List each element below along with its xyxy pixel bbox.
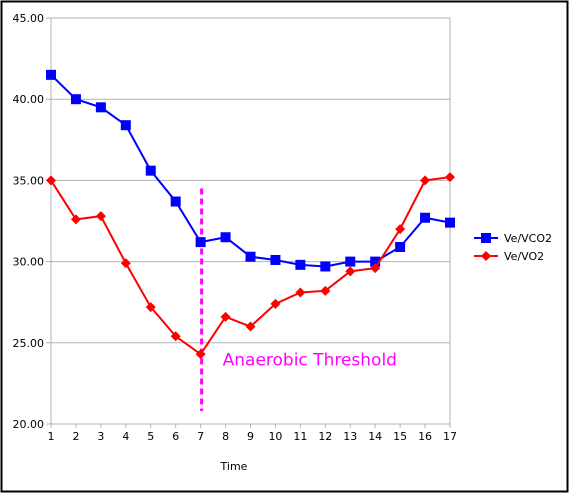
data-point-ve-vco2 — [395, 241, 406, 252]
x-axis-label: Time — [220, 460, 248, 473]
data-point-ve-vo2 — [46, 175, 56, 186]
data-point-ve-vco2 — [420, 212, 431, 223]
data-point-ve-vo2 — [445, 172, 455, 183]
data-point-ve-vo2 — [195, 349, 206, 360]
data-point-ve-vco2 — [370, 256, 381, 267]
y-tick-label: 25.00 — [13, 337, 45, 350]
data-point-ve-vo2 — [70, 214, 81, 225]
x-tick-label: 2 — [72, 430, 79, 443]
x-tick-label: 7 — [197, 430, 204, 443]
legend: Ve/VCO2 Ve/VO2 — [474, 232, 552, 263]
data-point-ve-vco2 — [295, 259, 306, 270]
y-tick-label: 35.00 — [13, 174, 45, 187]
data-point-ve-vo2 — [220, 311, 231, 322]
data-point-ve-vco2 — [345, 256, 356, 267]
x-tick-label: 1 — [48, 430, 55, 443]
threshold-label: Anaerobic Threshold — [223, 351, 397, 371]
y-tick-label: 40.00 — [13, 93, 45, 106]
data-point-ve-vco2 — [445, 217, 455, 228]
legend-label: Ve/VO2 — [504, 250, 544, 263]
data-point-ve-vo2 — [145, 302, 156, 313]
data-point-ve-vco2 — [320, 261, 331, 272]
data-point-ve-vco2 — [195, 237, 206, 248]
y-tick-label: 30.00 — [13, 256, 45, 269]
legend-marker — [481, 251, 491, 261]
legend-marker — [481, 233, 491, 243]
data-point-ve-vco2 — [120, 120, 131, 131]
x-tick-label: 10 — [268, 430, 282, 443]
x-tick-label: 8 — [222, 430, 229, 443]
y-tick-label: 45.00 — [13, 12, 45, 25]
x-tick-label: 4 — [122, 430, 129, 443]
x-tick-label: 14 — [368, 430, 382, 443]
legend-label: Ve/VCO2 — [504, 232, 552, 245]
data-point-ve-vco2 — [70, 94, 81, 105]
x-tick-label: 3 — [97, 430, 104, 443]
data-point-ve-vo2 — [420, 175, 431, 186]
x-tick-label: 17 — [443, 430, 457, 443]
data-point-ve-vo2 — [295, 287, 306, 298]
series-layer — [46, 69, 455, 360]
data-point-ve-vo2 — [320, 285, 331, 296]
data-point-ve-vo2 — [95, 211, 106, 222]
data-point-ve-vco2 — [145, 165, 156, 176]
data-point-ve-vo2 — [120, 258, 131, 269]
y-tick-label: 20.00 — [13, 418, 45, 431]
data-point-ve-vco2 — [220, 232, 231, 243]
data-point-ve-vco2 — [95, 102, 106, 113]
x-tick-label: 6 — [172, 430, 179, 443]
y-axis-ticks: 20.00 25.00 30.00 35.00 40.00 45.00 — [13, 12, 51, 431]
data-point-ve-vco2 — [170, 196, 181, 207]
data-point-ve-vco2 — [270, 254, 281, 265]
data-point-ve-vco2 — [245, 251, 256, 262]
x-tick-label: 5 — [147, 430, 154, 443]
x-tick-label: 11 — [293, 430, 307, 443]
data-point-ve-vo2 — [170, 331, 181, 342]
data-point-ve-vo2 — [270, 298, 281, 309]
data-point-ve-vo2 — [395, 224, 406, 235]
x-tick-label: 13 — [343, 430, 357, 443]
data-point-ve-vo2 — [370, 263, 381, 274]
threshold-layer: Anaerobic Threshold — [200, 188, 397, 412]
x-tick-label: 16 — [418, 430, 432, 443]
data-point-ve-vco2 — [46, 69, 56, 80]
x-tick-label: 12 — [318, 430, 332, 443]
data-point-ve-vo2 — [345, 266, 356, 277]
x-tick-label: 9 — [247, 430, 254, 443]
x-axis-ticks: 1 2 3 4 5 6 7 8 9 10 11 12 13 14 15 16 17 — [48, 424, 457, 443]
x-tick-label: 15 — [393, 430, 407, 443]
data-point-ve-vo2 — [245, 321, 256, 332]
